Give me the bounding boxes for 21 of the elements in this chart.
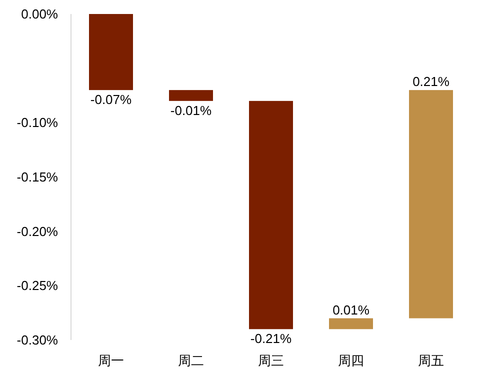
data-label: -0.01% <box>170 102 212 118</box>
y-tick-label: -0.25% <box>16 278 58 294</box>
y-tick-label: -0.10% <box>16 115 58 130</box>
x-tick-label: 周五 <box>418 353 444 368</box>
x-tick-label: 周一 <box>98 353 124 368</box>
y-tick-label: -0.30% <box>16 332 58 348</box>
y-tick-label: -0.15% <box>16 170 58 185</box>
x-tick-label: 周二 <box>178 353 204 368</box>
data-label: 0.01% <box>332 302 370 318</box>
bar <box>169 90 213 101</box>
bar <box>409 90 453 318</box>
x-tick-label: 周三 <box>258 353 284 368</box>
bar <box>89 14 133 90</box>
y-tick-label: -0.20% <box>16 224 58 239</box>
data-label: -0.21% <box>250 331 292 346</box>
bar <box>329 318 373 330</box>
data-label: -0.07% <box>90 92 132 108</box>
bar <box>249 100 293 330</box>
data-label: 0.21% <box>412 74 450 90</box>
x-tick-label: 周四 <box>338 353 364 368</box>
y-tick-label: 0.00% <box>21 6 58 22</box>
